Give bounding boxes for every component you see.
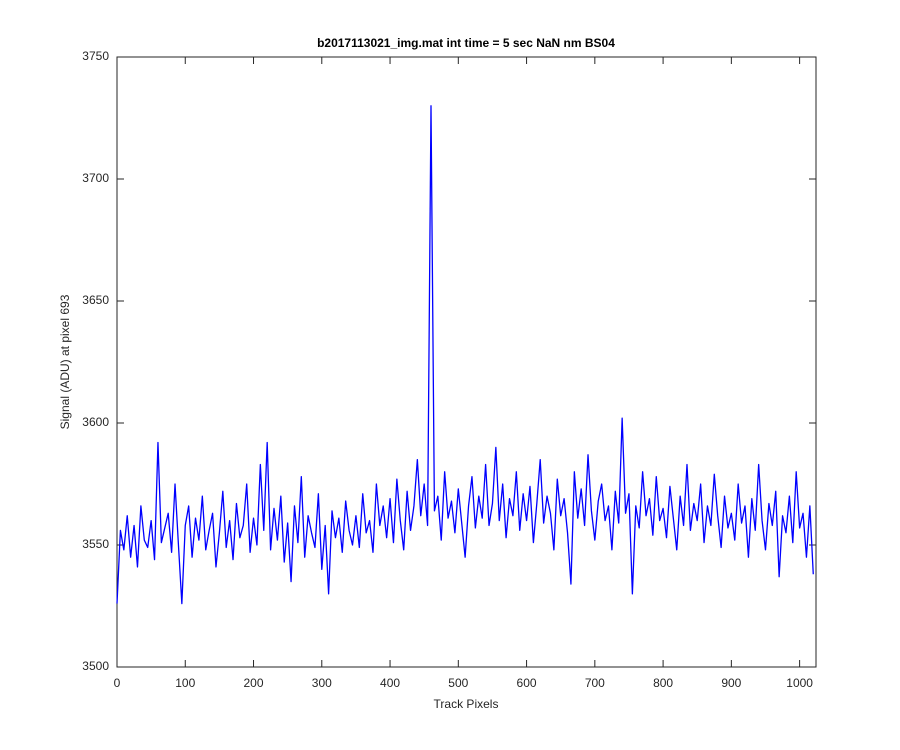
x-tick-label: 300 xyxy=(312,676,332,690)
x-tick-label: 800 xyxy=(653,676,673,690)
x-tick-label: 0 xyxy=(114,676,121,690)
chart-title: b2017113021_img.mat int time = 5 sec NaN… xyxy=(317,36,615,50)
x-axis-label: Track Pixels xyxy=(434,697,499,711)
x-tick-label: 400 xyxy=(380,676,400,690)
x-tick-label: 700 xyxy=(585,676,605,690)
y-tick-label: 3700 xyxy=(82,171,109,185)
data-line xyxy=(116,105,814,605)
y-tick-label: 3600 xyxy=(82,415,109,429)
x-tick-label: 900 xyxy=(721,676,741,690)
y-tick-label: 3550 xyxy=(82,537,109,551)
x-tick-label: 1000 xyxy=(786,676,813,690)
y-tick-label: 3500 xyxy=(82,659,109,673)
y-tick-label: 3650 xyxy=(82,293,109,307)
x-tick-label: 100 xyxy=(175,676,195,690)
x-tick-label: 500 xyxy=(448,676,468,690)
y-tick-label: 3750 xyxy=(82,49,109,63)
x-tick-label: 200 xyxy=(244,676,264,690)
axes-box xyxy=(116,56,817,668)
y-axis-label: Signal (ADU) at pixel 693 xyxy=(58,294,72,429)
x-tick-label: 600 xyxy=(517,676,537,690)
